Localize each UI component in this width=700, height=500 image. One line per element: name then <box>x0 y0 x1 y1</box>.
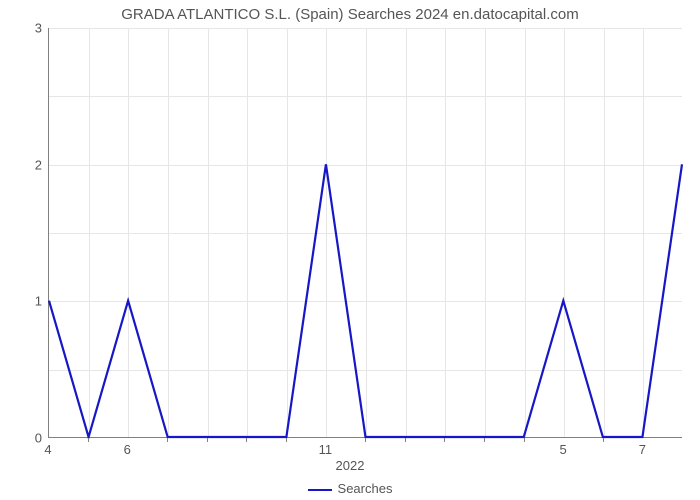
y-tick-label: 2 <box>2 157 42 172</box>
chart-container: GRADA ATLANTICO S.L. (Spain) Searches 20… <box>0 0 700 500</box>
x-minor-tick <box>207 438 208 442</box>
plot-area <box>48 28 682 438</box>
y-tick-label: 1 <box>2 294 42 309</box>
legend: Searches <box>0 481 700 496</box>
legend-label: Searches <box>338 481 393 496</box>
legend-line-icon <box>308 489 332 491</box>
x-tick-label: 11 <box>319 442 333 457</box>
x-minor-tick <box>88 438 89 442</box>
x-minor-tick <box>286 438 287 442</box>
x-minor-tick <box>365 438 366 442</box>
x-minor-tick <box>246 438 247 442</box>
x-tick-label: 4 <box>44 442 51 457</box>
x-tick-label: 6 <box>124 442 131 457</box>
x-minor-tick <box>603 438 604 442</box>
x-tick-label: 7 <box>639 442 646 457</box>
x-minor-tick <box>405 438 406 442</box>
line-plot-svg <box>49 28 682 437</box>
y-tick-label: 3 <box>2 21 42 36</box>
x-minor-tick <box>444 438 445 442</box>
x-minor-tick <box>524 438 525 442</box>
chart-title: GRADA ATLANTICO S.L. (Spain) Searches 20… <box>0 6 700 23</box>
x-minor-tick <box>167 438 168 442</box>
x-tick-label: 5 <box>560 442 567 457</box>
x-minor-tick <box>484 438 485 442</box>
x-axis-label: 2022 <box>0 458 700 473</box>
y-tick-label: 0 <box>2 431 42 446</box>
